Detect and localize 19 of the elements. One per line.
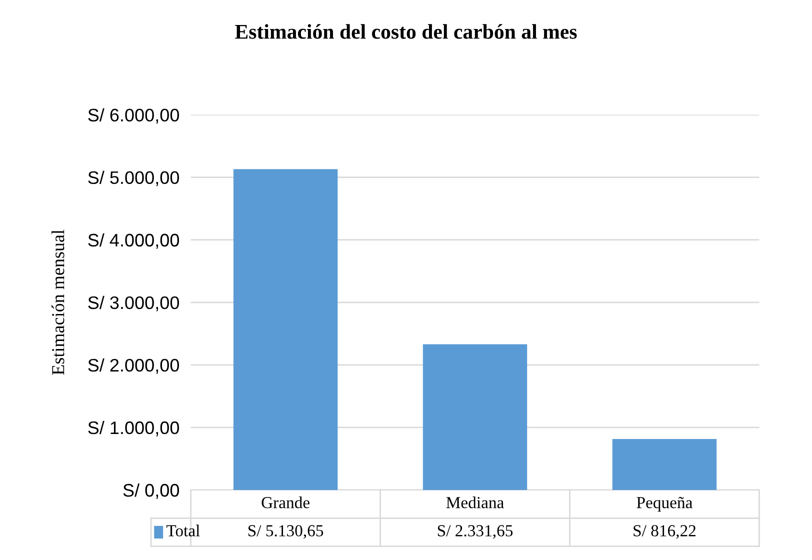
data-label: S/ 816,22 (634, 525, 696, 539)
bar (612, 438, 717, 490)
y-tick-label: S/ 6.000,00 (88, 108, 180, 124)
data-label: S/ 2.331,65 (438, 525, 513, 539)
y-tick-label: S/ 3.000,00 (88, 296, 180, 312)
chart-title: Estimación del costo del carbón al mes (235, 24, 577, 39)
y-tick-label: S/ 0,00 (123, 483, 180, 499)
y-tick-label: S/ 5.000,00 (88, 170, 180, 186)
x-tick-label: Mediana (446, 496, 504, 508)
y-tick-label: S/ 1.000,00 (88, 420, 180, 436)
y-tick-label: S/ 2.000,00 (88, 358, 180, 374)
y-tick-label: S/ 4.000,00 (88, 233, 180, 249)
data-label: S/ 5.130,65 (248, 525, 324, 539)
bar (233, 169, 338, 490)
y-axis-title: Estimación mensual (52, 230, 64, 375)
legend-label: Total (166, 524, 200, 536)
x-tick-label: Pequeña (636, 496, 692, 512)
bar (422, 344, 528, 490)
x-tick-label: Grande (262, 496, 310, 508)
